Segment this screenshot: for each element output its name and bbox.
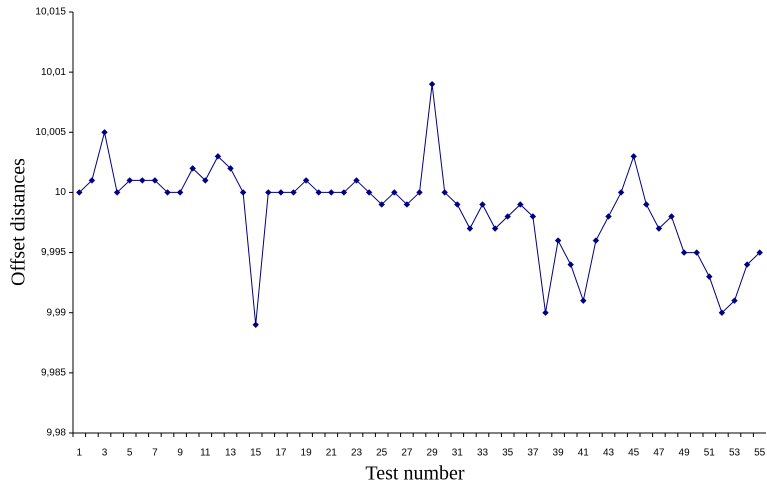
marker [643,201,650,208]
marker [655,225,663,232]
marker [630,153,637,160]
y-tick-label: 10 [55,187,67,198]
marker [706,273,713,280]
marker [731,297,738,304]
marker [340,189,348,196]
x-tick-label: 31 [452,448,464,459]
x-tick-label: 33 [477,448,489,459]
x-tick-label: 45 [628,448,640,459]
marker [151,177,159,184]
marker [479,201,486,208]
x-tick-label: 17 [275,448,287,459]
marker [328,189,335,196]
marker [617,189,625,196]
marker [542,309,549,316]
marker [315,189,322,196]
marker [504,213,511,220]
marker [391,189,398,196]
marker [592,237,600,244]
x-tick-label: 53 [729,448,741,459]
x-tick-label: 43 [603,448,615,459]
x-tick-label: 11 [200,448,211,459]
marker [76,189,83,196]
marker [718,309,726,316]
y-tick-label: 10,005 [35,127,66,138]
marker [302,177,310,184]
marker [554,237,562,244]
marker [353,177,360,184]
marker [403,201,411,208]
y-tick-label: 9,995 [41,247,66,258]
x-tick-label: 15 [250,448,262,459]
x-tick-label: 37 [527,448,539,459]
x-tick-label: 55 [754,448,766,459]
line-series [78,84,761,325]
x-tick-label: 35 [502,448,514,459]
marker [189,165,196,172]
x-tick-label: 5 [127,448,133,459]
marker [265,189,272,196]
marker [378,201,385,208]
marker [164,189,171,196]
x-tick-label: 21 [326,448,338,459]
marker [517,201,524,208]
marker [227,165,234,172]
x-tick-label: 27 [401,448,413,459]
marker [101,129,108,136]
marker [88,177,96,184]
marker [693,249,700,256]
marker [668,213,675,220]
x-axis-title: Test number [365,463,464,485]
marker [567,261,574,268]
marker [365,189,373,196]
marker [139,177,146,184]
marker [491,225,499,232]
y-tick-label: 9,99 [47,307,67,318]
x-tick-label: 41 [578,448,590,459]
marker [441,189,448,196]
y-axis-title: Offset distances [8,158,30,286]
marker [277,189,285,196]
x-tick-label: 23 [351,448,363,459]
marker [126,177,133,184]
y-tick-label: 10,01 [41,67,66,78]
x-tick-label: 51 [704,448,716,459]
x-tick-label: 39 [553,448,565,459]
marker [466,225,474,232]
y-tick-label: 9,985 [41,367,66,378]
marker [428,80,436,88]
marker [214,153,222,160]
y-tick-label: 9,98 [47,428,67,439]
x-tick-label: 47 [653,448,665,459]
marker [202,177,209,184]
marker [454,201,461,208]
marker [743,261,751,268]
x-tick-label: 25 [376,448,388,459]
x-tick-label: 49 [679,448,691,459]
x-tick-label: 19 [301,448,313,459]
marker [176,189,184,196]
x-tick-label: 13 [225,448,237,459]
x-tick-label: 3 [102,448,108,459]
marker [416,189,423,196]
x-tick-label: 9 [177,448,183,459]
marker [756,249,763,256]
marker [605,213,612,220]
marker [680,249,688,256]
x-tick-label: 29 [427,448,439,459]
y-tick-label: 10,015 [35,7,66,18]
marker [113,189,121,196]
x-tick-label: 7 [152,448,158,459]
marker [529,213,537,220]
marker [290,189,297,196]
marker [252,321,259,328]
marker [239,189,247,196]
marker [580,297,587,304]
x-tick-label: 1 [77,448,83,459]
